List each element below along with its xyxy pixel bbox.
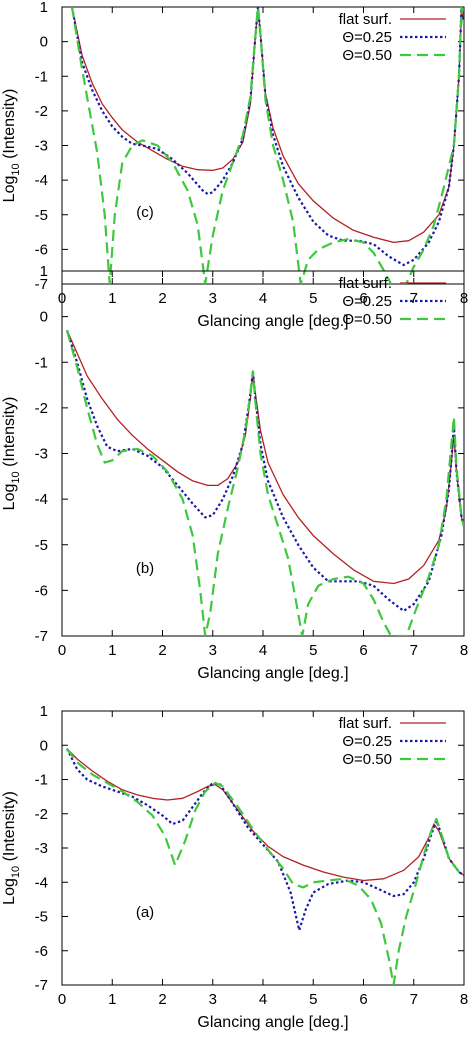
legend-label: Θ=0.50: [342, 751, 392, 768]
y-tick-label: -6: [35, 582, 48, 599]
y-axis-label: Log10 (Intensity): [1, 397, 22, 511]
legend-label: flat surf.: [339, 715, 392, 732]
y-tick-label: -1: [35, 772, 48, 789]
x-tick-label: 1: [108, 991, 116, 1008]
y-tick-label: -3: [35, 446, 48, 463]
series-line-1: [66, 748, 464, 882]
x-tick-label: 7: [410, 290, 418, 307]
x-tick-label: 0: [58, 991, 66, 1008]
chart-panel-2: 0 1 2 3 4 5 6 7 8 1 0 -1 -2 -3 -4 -5 -6 -7 Glancing angle …: [1, 263, 468, 682]
series-line-2: [65, 329, 464, 612]
x-tick-label: 0: [58, 642, 66, 659]
x-axis-label: Glancing angle [deg.]: [197, 313, 348, 330]
y-tick-label: -7: [35, 977, 48, 994]
series-line-3: [66, 748, 464, 985]
x-tick-label: 8: [460, 991, 468, 1008]
x-tick-label: 4: [259, 991, 267, 1008]
series-group: [66, 748, 464, 985]
x-tick-label: 6: [359, 642, 367, 659]
y-tick-label: -5: [35, 909, 48, 926]
legend-label: Θ=0.25: [342, 733, 392, 750]
panel-label: (b): [136, 560, 154, 577]
y-tick-label: 0: [40, 309, 48, 326]
x-tick-label: 2: [158, 290, 166, 307]
panel-label: (a): [136, 904, 154, 921]
y-tick-label: -1: [35, 68, 48, 85]
y-tick-label: -5: [35, 537, 48, 554]
plot-frame: [61, 6, 465, 285]
x-tick-label: 8: [460, 642, 468, 659]
x-tick-label: 3: [209, 642, 217, 659]
y-tick-label: -4: [35, 874, 48, 891]
x-tick-label: 2: [158, 991, 166, 1008]
y-tick-label: -5: [35, 207, 48, 224]
legend-label: flat surf.: [339, 11, 392, 28]
legend-label: Θ=0.25: [342, 293, 392, 310]
y-tick-label: -6: [35, 943, 48, 960]
x-axis-label: Glancing angle [deg.]: [197, 665, 348, 682]
x-tick-label: 5: [309, 991, 317, 1008]
x-tick-label: 5: [309, 290, 317, 307]
series-group: [65, 329, 464, 636]
y-tick-label: -4: [35, 172, 48, 189]
x-tick-label: 1: [108, 290, 116, 307]
series-line-3: [65, 330, 464, 636]
series-line-1: [71, 7, 464, 244]
y-tick-label: 1: [40, 0, 48, 16]
legend-label: flat surf.: [339, 275, 392, 292]
y-tick-label: -4: [35, 491, 48, 508]
x-tick-label: 5: [309, 642, 317, 659]
series-line-1: [66, 330, 464, 585]
x-tick-label: 6: [359, 290, 367, 307]
x-tick-label: 1: [108, 642, 116, 659]
y-tick-label: -3: [35, 138, 48, 155]
panel-label: (c): [136, 204, 154, 221]
x-tick-label: 3: [209, 290, 217, 307]
x-tick-label: 2: [158, 642, 166, 659]
x-tick-label: 4: [259, 642, 267, 659]
x-tick-label: 6: [359, 991, 367, 1008]
x-tick-label: 7: [410, 991, 418, 1008]
y-tick-label: -7: [35, 276, 48, 293]
series-line-3: [70, 7, 464, 284]
series-line-2: [66, 748, 464, 932]
legend-label: Θ=0.25: [342, 29, 392, 46]
y-tick-label: -2: [35, 400, 48, 417]
legend-label: Θ=0.50: [342, 47, 392, 64]
y-tick-label: -7: [35, 628, 48, 645]
y-axis-label: Log10 (Intensity): [1, 791, 22, 905]
y-tick-label: -2: [35, 103, 48, 120]
x-tick-label: 3: [209, 991, 217, 1008]
y-tick-label: -3: [35, 840, 48, 857]
y-tick-label: 1: [40, 703, 48, 720]
chart-panel-3: 0 1 2 3 4 5 6 7 8 1 0 -1 -2 -3 -4 -5 -6 -7 Glancing angle …: [1, 703, 468, 1031]
x-tick-label: 4: [259, 290, 267, 307]
x-axis-label: Glancing angle [deg.]: [197, 1014, 348, 1031]
legend-label: Θ=0.50: [342, 311, 392, 328]
plot-frame: [61, 710, 465, 986]
y-tick-label: -2: [35, 806, 48, 823]
y-tick-label: 1: [40, 263, 48, 280]
y-tick-label: 0: [40, 737, 48, 754]
series-line-2: [70, 7, 464, 267]
y-axis-label: Log10 (Intensity): [1, 89, 22, 203]
x-tick-label: 7: [410, 642, 418, 659]
y-tick-label: -6: [35, 241, 48, 258]
y-tick-label: -1: [35, 354, 48, 371]
y-tick-label: 0: [40, 34, 48, 51]
series-group: [70, 7, 464, 284]
